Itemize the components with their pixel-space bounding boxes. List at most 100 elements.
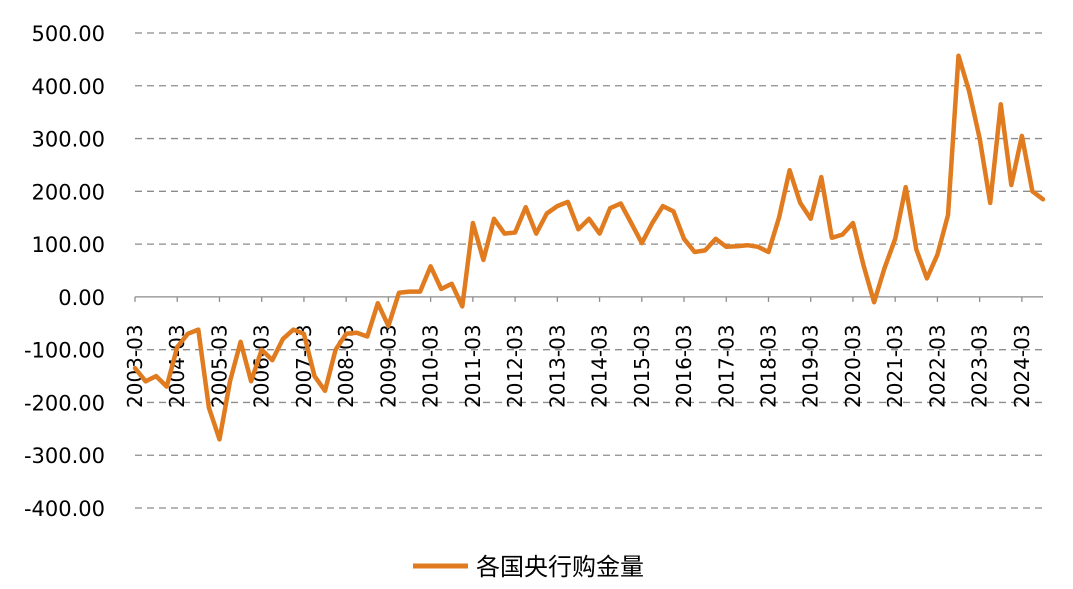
data-point xyxy=(450,282,454,286)
x-tick-label: 2020-03 xyxy=(841,324,865,408)
data-point xyxy=(513,231,517,235)
data-point xyxy=(154,374,158,378)
data-point xyxy=(735,244,739,248)
data-point xyxy=(344,332,348,336)
x-tick-label: 2018-03 xyxy=(756,324,780,408)
data-point xyxy=(408,290,412,294)
series-line xyxy=(132,53,1046,442)
data-point xyxy=(819,175,823,179)
x-tick-label: 2022-03 xyxy=(925,324,949,408)
data-point xyxy=(967,89,971,93)
data-point xyxy=(872,300,876,304)
data-point xyxy=(249,379,253,383)
x-tick-label: 2012-03 xyxy=(503,324,527,408)
data-point xyxy=(777,216,781,220)
x-tick-label: 2010-03 xyxy=(419,324,443,408)
data-point xyxy=(1020,134,1024,138)
data-point xyxy=(756,245,760,249)
data-point xyxy=(175,345,179,349)
data-point xyxy=(830,236,834,240)
data-point xyxy=(1009,183,1013,187)
data-point xyxy=(281,337,285,341)
y-axis-ticks: 500.00 400.00 300.00 200.00 100.00 0.00 -100.0… xyxy=(24,22,105,521)
data-point xyxy=(133,366,137,370)
data-point xyxy=(788,168,792,172)
data-point xyxy=(313,374,317,378)
data-point xyxy=(703,248,707,252)
data-point xyxy=(598,232,602,236)
x-tick-label: 2021-03 xyxy=(883,324,907,408)
y-tick-label: 200.00 xyxy=(32,180,105,204)
data-point xyxy=(165,385,169,389)
data-point xyxy=(196,328,200,332)
x-tick-label: 2023-03 xyxy=(968,324,992,408)
data-point xyxy=(334,348,338,352)
data-point xyxy=(767,250,771,254)
grid-lines xyxy=(135,32,1043,509)
data-point xyxy=(291,328,295,332)
data-point xyxy=(207,406,211,410)
data-point xyxy=(619,202,623,206)
data-point xyxy=(935,253,939,257)
data-point xyxy=(925,276,929,280)
data-point xyxy=(186,332,190,336)
x-tick-label: 2011-03 xyxy=(461,324,485,408)
x-tick-label: 2016-03 xyxy=(672,324,696,408)
data-point xyxy=(798,201,802,205)
data-point xyxy=(144,379,148,383)
x-axis-ticks: 2003-03 2004-03 2005-03 2006-03 2007-03 2008-… xyxy=(123,324,1034,408)
x-tick-label: 2006-03 xyxy=(250,324,274,408)
y-tick-label: -100.00 xyxy=(24,339,105,363)
data-point xyxy=(429,264,433,268)
data-point xyxy=(545,212,549,216)
data-point xyxy=(397,291,401,295)
data-point xyxy=(355,331,359,335)
data-point xyxy=(228,379,232,383)
data-point xyxy=(914,247,918,251)
data-point xyxy=(386,324,390,328)
legend: 各国央行购金量 xyxy=(413,553,644,581)
x-tick-label: 2024-03 xyxy=(1010,324,1034,408)
legend-label: 各国央行购金量 xyxy=(476,553,644,581)
data-point xyxy=(439,287,443,291)
data-point xyxy=(608,206,612,210)
data-point xyxy=(650,221,654,225)
data-point xyxy=(978,137,982,141)
data-point xyxy=(302,332,306,336)
data-point xyxy=(883,266,887,270)
data-point xyxy=(957,54,961,58)
data-point xyxy=(1030,189,1034,193)
data-point xyxy=(693,250,697,254)
x-tick-label: 2009-03 xyxy=(376,324,400,408)
x-tick-label: 2013-03 xyxy=(545,324,569,408)
data-point xyxy=(418,290,422,294)
data-point xyxy=(745,243,749,247)
data-point xyxy=(840,233,844,237)
data-point xyxy=(460,304,464,308)
data-point xyxy=(492,217,496,221)
data-point xyxy=(862,263,866,267)
data-point xyxy=(376,301,380,305)
x-tick-label: 2017-03 xyxy=(714,324,738,408)
data-point xyxy=(481,258,485,262)
data-point xyxy=(904,185,908,189)
data-point xyxy=(323,389,327,393)
y-tick-label: -400.00 xyxy=(24,497,105,521)
data-point xyxy=(471,221,475,225)
data-point xyxy=(714,237,718,241)
x-tick-label: 2019-03 xyxy=(799,324,823,408)
data-point xyxy=(629,221,633,225)
data-point xyxy=(988,201,992,205)
data-point xyxy=(724,245,728,249)
data-point xyxy=(270,358,274,362)
data-point xyxy=(809,217,813,221)
data-point xyxy=(566,200,570,204)
y-tick-label: -300.00 xyxy=(24,444,105,468)
data-point xyxy=(503,232,507,236)
y-tick-label: 300.00 xyxy=(32,128,105,152)
data-point xyxy=(555,204,559,208)
y-tick-label: 0.00 xyxy=(58,286,105,310)
x-axis xyxy=(134,296,1043,302)
data-point xyxy=(682,237,686,241)
